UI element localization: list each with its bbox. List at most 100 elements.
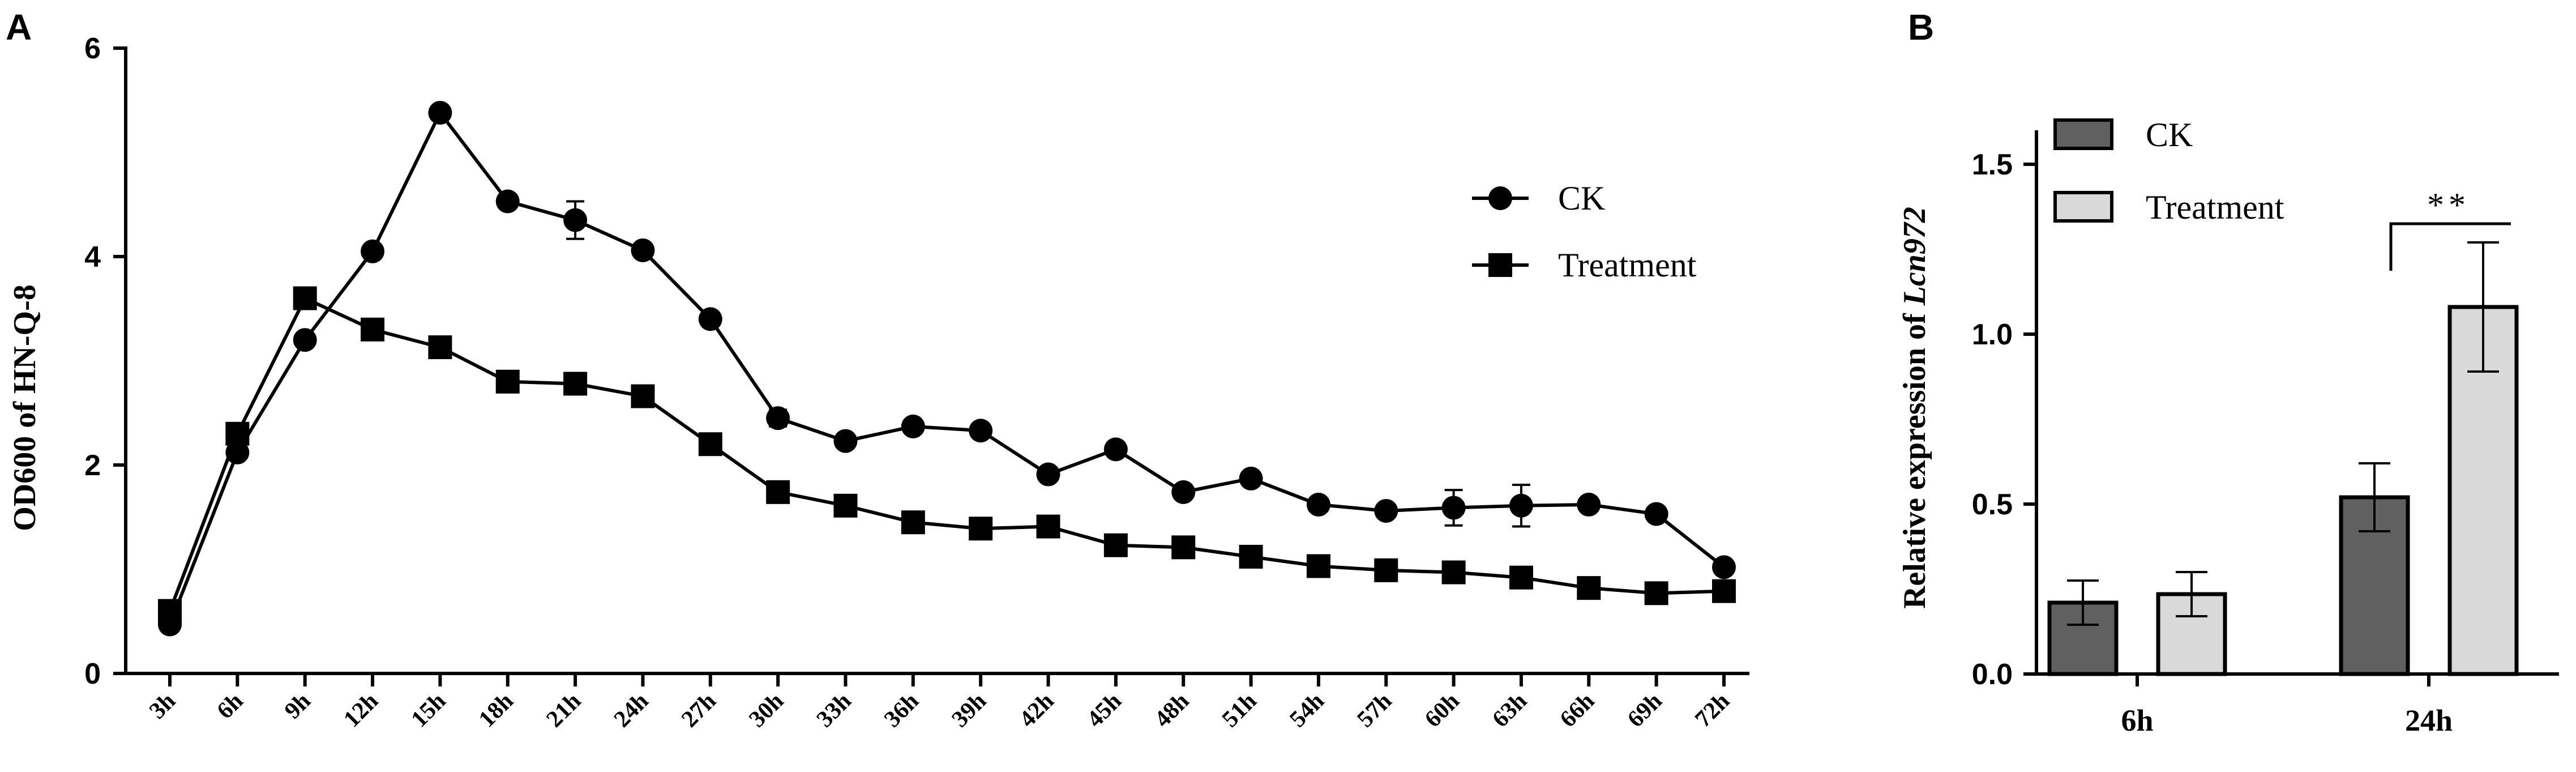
y-tick-label: 2 bbox=[84, 449, 101, 482]
x-tick-label: 66h bbox=[1555, 688, 1600, 733]
data-point bbox=[1644, 581, 1668, 605]
data-point bbox=[698, 307, 722, 331]
legend-ck-swatch bbox=[2053, 118, 2113, 150]
data-point bbox=[361, 239, 385, 263]
data-point bbox=[1239, 466, 1263, 491]
legend-ck-label: CK bbox=[2146, 116, 2193, 153]
data-point bbox=[1374, 558, 1398, 582]
legend-treatment-label: Treatment bbox=[1558, 246, 1697, 284]
x-tick-label: 72h bbox=[1690, 688, 1735, 733]
panel-b-legend: CK Treatment bbox=[2053, 116, 2284, 226]
legend-ck-marker bbox=[1488, 186, 1512, 210]
data-point bbox=[766, 480, 790, 504]
legend-treatment-label: Treatment bbox=[2146, 189, 2284, 226]
x-tick-label: 30h bbox=[744, 688, 789, 733]
panel-b-x-ticks: 6h 24h bbox=[2121, 674, 2453, 737]
panel-b-significance: ** bbox=[2389, 186, 2511, 271]
x-tick-label: 48h bbox=[1150, 688, 1195, 733]
x-tick-label: 39h bbox=[947, 688, 992, 733]
data-point bbox=[1577, 492, 1601, 517]
data-point bbox=[1171, 535, 1196, 560]
y-tick-label: 0.5 bbox=[1972, 488, 2013, 521]
data-point bbox=[901, 414, 925, 438]
data-point bbox=[225, 421, 250, 446]
data-point bbox=[969, 517, 993, 541]
x-tick-label: 60h bbox=[1420, 688, 1465, 733]
panel-a-letter: A bbox=[6, 7, 32, 48]
data-point bbox=[833, 493, 858, 518]
data-point bbox=[1577, 576, 1601, 600]
x-tick-label: 63h bbox=[1487, 688, 1532, 733]
data-point bbox=[361, 317, 385, 342]
data-point bbox=[631, 384, 655, 408]
data-point bbox=[1103, 437, 1128, 462]
data-point bbox=[428, 335, 452, 360]
significance-bracket bbox=[2389, 222, 2511, 271]
x-tick-label: 15h bbox=[406, 688, 451, 733]
data-point bbox=[1441, 560, 1466, 585]
x-tick-label: 6h bbox=[2121, 703, 2153, 737]
series-treatment bbox=[158, 286, 1736, 623]
panel-b-y-axis-title-prefix: Relative expression of bbox=[1897, 305, 1932, 609]
series-line bbox=[168, 296, 1725, 612]
data-point bbox=[1712, 555, 1736, 579]
x-tick-label: 6h bbox=[212, 688, 249, 724]
legend-ck-label: CK bbox=[1558, 180, 1605, 217]
data-point bbox=[1036, 462, 1060, 487]
data-point bbox=[428, 101, 452, 125]
data-point bbox=[1441, 496, 1466, 520]
legend-treatment-swatch bbox=[2053, 191, 2113, 223]
data-point bbox=[1239, 544, 1263, 569]
data-point bbox=[293, 286, 317, 310]
panel-a-x-ticks: 3h 6h 9h 12h 15h 18h 21h 24h 27h 30h 33h 36h 39h 42h 4… bbox=[144, 673, 1735, 732]
x-tick-label: 33h bbox=[812, 688, 857, 733]
data-point bbox=[158, 599, 182, 623]
y-tick-label: 1.0 bbox=[1972, 318, 2013, 351]
panel-a-y-axis-title: OD600 of HN-Q-8 bbox=[7, 284, 42, 531]
data-point bbox=[901, 510, 925, 535]
x-tick-label: 27h bbox=[677, 688, 721, 733]
panel-a-series bbox=[158, 101, 1736, 637]
x-tick-label: 54h bbox=[1285, 688, 1329, 733]
data-point bbox=[563, 372, 588, 396]
x-tick-label: 57h bbox=[1353, 688, 1397, 733]
data-point bbox=[495, 189, 520, 214]
x-tick-label: 45h bbox=[1082, 688, 1127, 733]
panel-b-y-axis-title-gene: Lcn972 bbox=[1897, 207, 1932, 306]
data-point bbox=[1036, 514, 1060, 539]
data-point bbox=[1374, 498, 1398, 523]
data-point bbox=[1103, 533, 1128, 557]
data-point bbox=[563, 208, 588, 232]
y-tick-label: 1.5 bbox=[1972, 148, 2013, 181]
x-tick-label: 24h bbox=[2405, 703, 2453, 737]
x-tick-label: 3h bbox=[144, 688, 181, 724]
significance-label: ** bbox=[2427, 186, 2470, 224]
x-tick-label: 42h bbox=[1015, 688, 1059, 733]
panel-b-bars bbox=[2047, 241, 2519, 676]
x-tick-label: 24h bbox=[609, 688, 654, 733]
data-point bbox=[631, 238, 655, 262]
x-tick-label: 9h bbox=[280, 688, 316, 724]
data-point bbox=[1171, 480, 1196, 504]
data-point bbox=[698, 432, 722, 457]
panel-b-y-axis-title: Relative expression of Lcn972 bbox=[1897, 207, 1932, 609]
x-tick-label: 36h bbox=[879, 688, 924, 733]
data-point bbox=[1509, 565, 1533, 590]
data-point bbox=[1509, 493, 1533, 518]
data-point bbox=[969, 419, 993, 443]
data-point bbox=[1306, 554, 1330, 578]
panel-b-y-ticks: 0.0 0.5 1.0 1.5 bbox=[1972, 148, 2036, 691]
y-tick-label: 4 bbox=[84, 241, 101, 274]
data-point bbox=[293, 328, 317, 352]
series-ck bbox=[158, 101, 1736, 637]
panel-a-y-ticks: 0 2 4 6 bbox=[84, 32, 126, 690]
y-tick-label: 6 bbox=[84, 32, 101, 65]
x-tick-label: 12h bbox=[339, 688, 383, 733]
x-tick-label: 69h bbox=[1623, 688, 1667, 733]
data-point bbox=[1712, 579, 1736, 603]
y-tick-label: 0.0 bbox=[1972, 658, 2013, 691]
panel-a-line-chart: A OD600 of HN-Q-8 0 2 4 6 3h 6h 9h 12h 15h 18h 21… bbox=[6, 7, 1749, 732]
panel-b-letter: B bbox=[1908, 7, 1934, 48]
x-tick-label: 18h bbox=[474, 688, 519, 733]
series-line bbox=[168, 111, 1725, 625]
